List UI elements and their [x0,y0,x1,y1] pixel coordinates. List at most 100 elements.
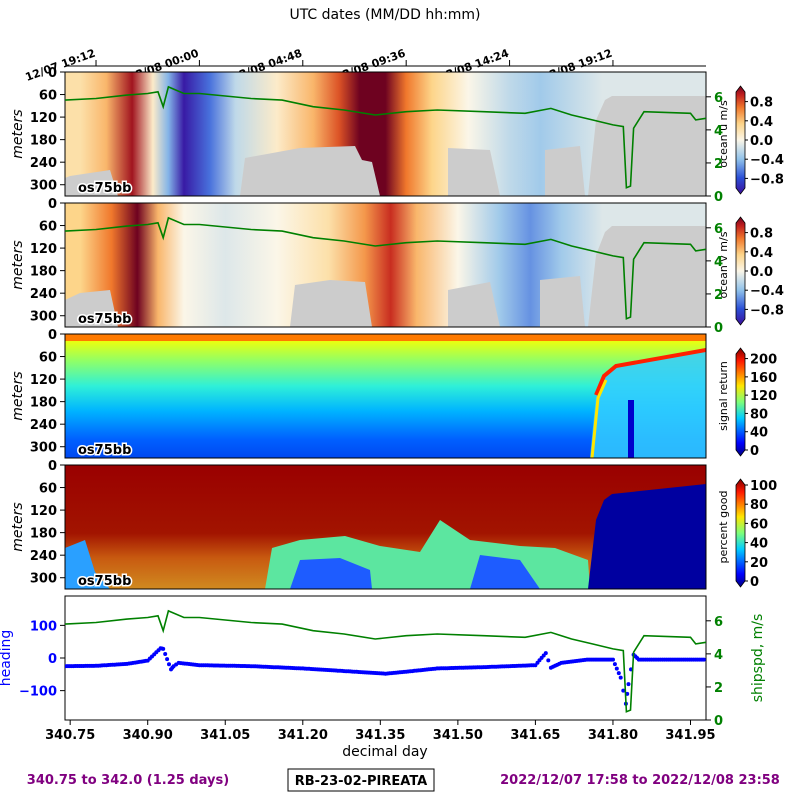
signal-bottom-echo [594,348,706,396]
shipspd-axis: 0 2 4 6 [706,615,723,729]
colorbar-label: percent good [717,490,730,563]
colorbar-tick-label: 40 [750,537,768,552]
heading-tick-label: 100 [30,619,57,634]
colorbar-tick-label: 0.4 [750,115,773,130]
panel-4-frame [64,464,707,590]
signal-colorbar: 200 160 120 80 40 0 signal return [717,347,777,459]
signal-ylabel: meters [10,371,26,420]
day-tick-label: 341.50 [433,728,483,743]
depth-tick-label: 180 [30,265,57,280]
speed-tick-label: 0 [714,321,723,336]
heading-point [614,666,619,671]
speed-tick-label: 2 [714,157,723,172]
heading-point [546,658,551,663]
speed-tick-label: 2 [714,681,723,696]
speed-tick-label: 6 [714,615,723,630]
footer-range: 340.75 to 342.0 (1.25 days) [27,773,229,788]
depth-tick-label: 0 [48,328,57,343]
cruise-id-box [287,768,435,792]
colorbar-tick-label: 20 [750,556,768,571]
shipspd-line [65,609,706,713]
colorbar-label: ocean u m/s [717,100,730,168]
depth-tick-label: 120 [30,504,57,519]
heading-point [612,662,617,667]
colorbar-tick-label: 160 [750,371,777,386]
heading-point [167,662,171,667]
panel-2-frame [64,202,707,328]
day-tick-label: 341.65 [510,728,560,743]
v-ylabel: meters [10,240,26,289]
day-tick-label: 341.95 [665,728,715,743]
v-right-axis: 0 2 4 6 [706,222,723,336]
speed-tick-label: 0 [714,190,723,205]
u-missing-data [65,96,706,196]
speed-tick-label: 6 [714,222,723,237]
panel-1-frame [64,71,707,197]
pg-ylabel: meters [10,502,26,551]
speed-tick-label: 4 [714,255,723,270]
signal-bottom-region [590,350,706,458]
heading-point [163,652,168,656]
heading-point [543,651,548,656]
depth-tick-label: 0 [48,459,57,474]
pg-colorbar: 100 80 60 40 20 0 percent good [717,478,777,590]
day-tick-label: 341.35 [355,728,405,743]
day-tick-label: 340.90 [123,728,173,743]
colorbar-tick-label: 0 [750,444,759,459]
speed-tick-label: 6 [714,91,723,106]
panel-3-frame [64,333,707,459]
depth-tick-label: 0 [48,197,57,212]
pg-low-region-1 [65,540,110,589]
colorbar-tick-label: 0.8 [750,96,773,111]
pg-bottom-region [588,484,706,589]
depth-tick-label: 300 [30,572,57,587]
colorbar-tick-label: −0.8 [750,303,784,318]
colorbar-tick-label: −0.4 [750,153,784,168]
u-instrument-label: os75bb [78,181,131,196]
top-axis-title: UTC dates (MM/DD hh:mm) [289,7,480,23]
colorbar-tick-label: 100 [750,479,777,494]
colorbar-tick-label: 0 [750,575,759,590]
signal-bottom-echo-edge [590,379,608,458]
xlabel: decimal day [342,744,427,760]
colorbar-tick-label: 0.4 [750,246,773,261]
depth-tick-label: 300 [30,310,57,325]
heading-point [165,657,170,662]
colorbar-tick-label: 120 [750,389,777,404]
v-colorbar: 0.8 0.4 0.0 −0.4 −0.8 ocean v m/s [717,216,784,326]
heading-point [701,657,706,662]
heading-point [621,688,626,693]
depth-tick-label: 120 [30,111,57,126]
colorbar-tick-label: 40 [750,426,768,441]
heading-point [626,682,631,687]
shipspd-label: shipspd, m/s [750,614,766,703]
heading-axis: 100 0 −100 [19,619,65,700]
signal-surface-band [65,334,706,341]
colorbar-tick-label: 80 [750,498,768,513]
pg-low-region-3 [290,555,540,589]
day-tick-label: 341.05 [200,728,250,743]
heading-tick-label: −100 [19,685,57,700]
day-tick-label: 341.20 [278,728,328,743]
signal-left-axis: 0 60 120 180 240 300 [30,328,65,456]
depth-tick-label: 300 [30,441,57,456]
depth-tick-label: 240 [30,549,57,564]
depth-tick-label: 120 [30,242,57,257]
depth-tick-label: 240 [30,418,57,433]
u-ylabel: meters [10,109,26,158]
depth-tick-label: 60 [39,351,57,366]
footer: 340.75 to 342.0 (1.25 days) RB-23-02-PIR… [27,768,780,792]
depth-tick-label: 60 [39,220,57,235]
v-missing-data [65,226,706,327]
decimal-day-axis: 340.75 340.90 341.05 341.20 341.35 341.50 341.… [45,720,716,743]
colorbar-tick-label: −0.8 [750,172,784,187]
depth-tick-label: 120 [30,373,57,388]
day-tick-label: 341.80 [588,728,638,743]
colorbar-tick-label: 0.0 [750,134,773,149]
panel-signal-return: 0 60 120 180 240 300 meters os75bb 200 160 120 8… [10,328,777,460]
heading-point [618,675,623,680]
